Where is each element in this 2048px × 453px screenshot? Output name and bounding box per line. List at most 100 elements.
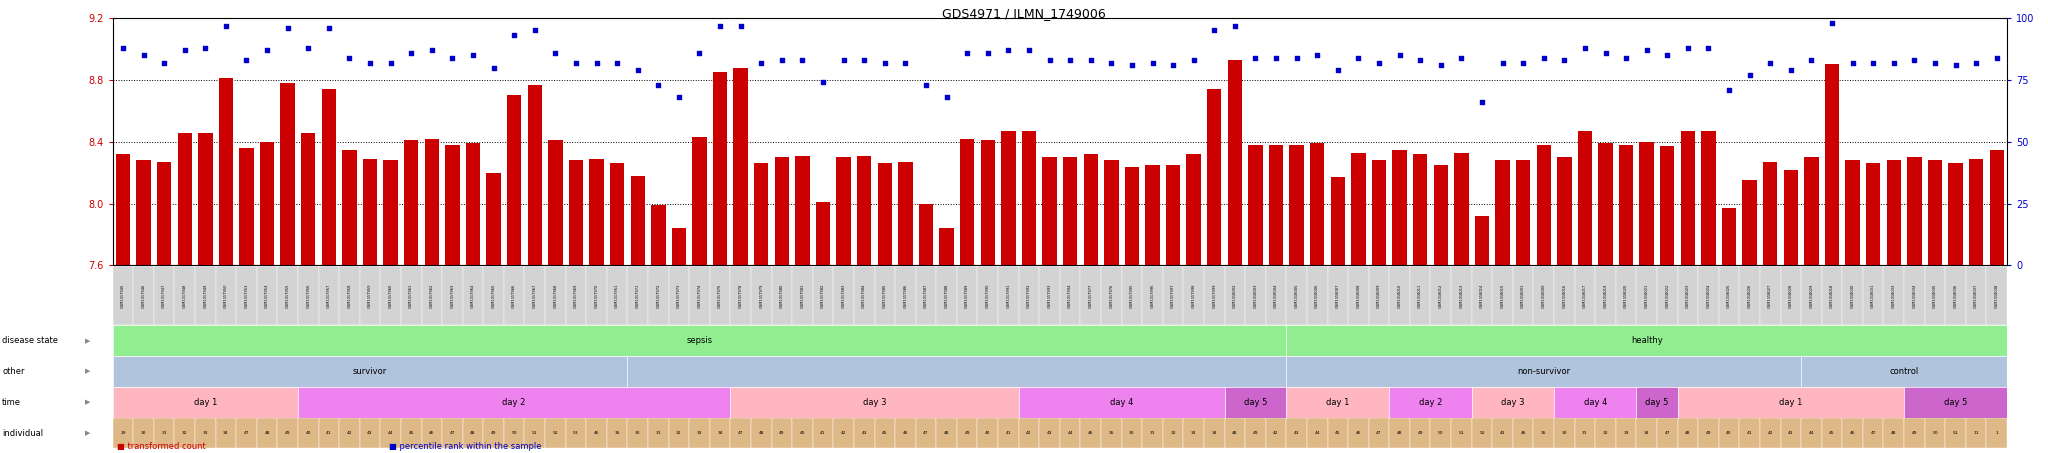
Bar xyxy=(895,266,915,325)
Bar xyxy=(1784,169,1798,265)
Point xyxy=(1280,54,1313,61)
Point xyxy=(539,49,571,56)
Bar xyxy=(731,266,752,325)
Bar xyxy=(240,148,254,265)
Bar xyxy=(1124,167,1139,265)
Bar xyxy=(1968,159,1982,265)
Bar xyxy=(1409,418,1430,448)
Bar xyxy=(1452,418,1473,448)
Text: 42: 42 xyxy=(1767,431,1774,435)
Bar xyxy=(754,164,768,265)
Bar xyxy=(590,159,604,265)
Bar xyxy=(1307,266,1327,325)
Bar xyxy=(692,137,707,265)
Text: 40: 40 xyxy=(305,431,311,435)
Bar xyxy=(690,266,711,325)
Text: GSM1317959: GSM1317959 xyxy=(369,284,373,308)
Bar xyxy=(1595,266,1616,325)
Bar xyxy=(997,418,1018,448)
Text: 34: 34 xyxy=(1645,431,1649,435)
Bar xyxy=(1800,266,1823,325)
Text: 41: 41 xyxy=(1006,431,1012,435)
Text: GSM1318037: GSM1318037 xyxy=(1974,284,1978,308)
Text: 46: 46 xyxy=(1849,431,1855,435)
Bar xyxy=(401,418,422,448)
Bar xyxy=(1763,162,1778,265)
Text: GSM1318023: GSM1318023 xyxy=(1686,284,1690,308)
Bar xyxy=(836,157,850,265)
Text: GSM1318012: GSM1318012 xyxy=(1440,284,1442,308)
Bar xyxy=(731,418,752,448)
Text: GSM1318011: GSM1318011 xyxy=(1417,284,1421,308)
Bar xyxy=(586,266,606,325)
Point xyxy=(1425,62,1458,69)
Bar xyxy=(1989,149,2003,265)
Point xyxy=(1651,52,1683,59)
Bar xyxy=(545,418,565,448)
Bar xyxy=(1225,418,1245,448)
Bar xyxy=(1595,418,1616,448)
Point xyxy=(1528,54,1561,61)
Point xyxy=(559,59,592,66)
Text: 29: 29 xyxy=(121,431,125,435)
Bar xyxy=(545,266,565,325)
Bar xyxy=(1225,266,1245,325)
Text: 44: 44 xyxy=(1315,431,1321,435)
Text: GSM1317947: GSM1317947 xyxy=(162,284,166,308)
Bar xyxy=(504,418,524,448)
Bar xyxy=(793,418,813,448)
Text: 35: 35 xyxy=(1108,431,1114,435)
Point xyxy=(416,47,449,54)
Text: GSM1318002: GSM1318002 xyxy=(1233,284,1237,308)
Point xyxy=(229,57,262,64)
Bar xyxy=(1061,266,1081,325)
Text: 44: 44 xyxy=(1808,431,1815,435)
Bar xyxy=(1864,266,1884,325)
Bar xyxy=(1616,418,1636,448)
Point xyxy=(395,49,428,56)
Text: 47: 47 xyxy=(244,431,250,435)
Bar xyxy=(1905,418,1925,448)
Bar xyxy=(1843,418,1864,448)
Point xyxy=(1712,86,1745,93)
Bar xyxy=(362,159,377,265)
Point xyxy=(705,22,737,29)
Bar xyxy=(1495,160,1509,265)
Point xyxy=(106,44,139,52)
Bar xyxy=(1311,143,1325,265)
Text: GSM1317950: GSM1317950 xyxy=(223,284,227,308)
Bar xyxy=(1804,157,1819,265)
Bar xyxy=(1430,418,1452,448)
Text: 32: 32 xyxy=(1169,431,1176,435)
Point xyxy=(1075,57,1108,64)
Text: GSM1317948: GSM1317948 xyxy=(182,284,186,308)
Bar xyxy=(627,356,1286,387)
Text: GSM1317964: GSM1317964 xyxy=(471,284,475,308)
Bar xyxy=(1286,418,1307,448)
Text: 31: 31 xyxy=(655,431,662,435)
Text: GSM1318008: GSM1318008 xyxy=(1356,284,1360,308)
Bar xyxy=(1780,266,1800,325)
Text: GSM1317984: GSM1317984 xyxy=(862,284,866,308)
Point xyxy=(1589,49,1622,56)
Bar xyxy=(1245,266,1266,325)
Bar xyxy=(1042,157,1057,265)
Text: GSM1317969: GSM1317969 xyxy=(573,284,578,308)
Point xyxy=(1403,57,1436,64)
Bar xyxy=(1800,356,2007,387)
Text: GSM1317976: GSM1317976 xyxy=(1110,284,1114,308)
Bar xyxy=(1266,266,1286,325)
Text: 31: 31 xyxy=(162,431,166,435)
Bar xyxy=(752,266,772,325)
Bar xyxy=(668,418,690,448)
Text: GSM1318025: GSM1318025 xyxy=(1726,284,1731,308)
Text: GSM1317957: GSM1317957 xyxy=(328,284,332,308)
Text: GSM1318038: GSM1318038 xyxy=(1995,284,1999,308)
Bar xyxy=(174,266,195,325)
Text: GSM1317955: GSM1317955 xyxy=(285,284,289,308)
Point xyxy=(1321,67,1354,74)
Bar xyxy=(1413,154,1427,265)
Bar xyxy=(1759,266,1780,325)
Bar xyxy=(569,160,584,265)
Bar xyxy=(199,133,213,265)
